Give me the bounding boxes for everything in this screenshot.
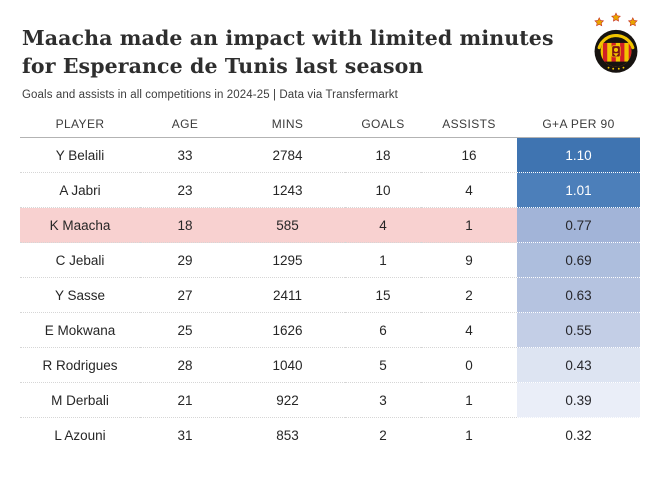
esperance-de-tunis-badge-icon [594,12,638,73]
column-header-player: PLAYER [20,110,140,138]
table-row: M Derbali 21 922 3 1 0.39 [20,383,640,418]
table-row: A Jabri 23 1243 10 4 1.01 [20,173,640,208]
column-header-goals: GOALS [345,110,421,138]
ga-per-90-heat-cell: 0.69 [517,243,640,278]
goals-value: 1 [345,243,421,278]
table-row: C Jebali 29 1295 1 9 0.69 [20,243,640,278]
player-name: A Jabri [20,173,140,208]
player-name: K Maacha [20,208,140,243]
ga-per-90-heat-cell: 0.55 [517,313,640,348]
assists-value: 1 [421,208,517,243]
ga-per-90-heat-cell: 0.39 [517,383,640,418]
age-value: 33 [140,138,230,173]
table-header-row: PLAYER AGE MINS GOALS ASSISTS G+A PER 90 [20,110,640,138]
mins-value: 853 [276,428,299,443]
age-value: 18 [140,208,230,243]
ga-per-90-heat-cell: 0.32 [517,418,640,453]
player-name: Y Belaili [20,138,140,173]
column-header-age: AGE [140,110,230,138]
ga-per-90-heat-cell: 1.01 [517,173,640,208]
player-name: E Mokwana [20,313,140,348]
goals-value: 10 [345,173,421,208]
mins-value: 2784 [230,138,345,173]
column-header-mins: MINS [230,110,345,138]
goals-value: 4 [345,208,421,243]
goals-value: 6 [345,313,421,348]
assists-value: 9 [421,243,517,278]
player-name: C Jebali [20,243,140,278]
player-name: Y Sasse [20,278,140,313]
assists-value: 16 [421,138,517,173]
table-row: R Rodrigues 28 1040 5 0 0.43 [20,348,640,383]
assists-value: 0 [421,348,517,383]
goals-value: 2 [379,428,387,443]
age-value: 25 [140,313,230,348]
ga-per-90-heat-cell: 0.43 [517,348,640,383]
assists-value: 2 [421,278,517,313]
assists-value: 4 [421,313,517,348]
assists-value: 4 [421,173,517,208]
table-row-highlighted: K Maacha 18 585 4 1 0.77 [20,208,640,243]
mins-value: 922 [230,383,345,418]
table-row: E Mokwana 25 1626 6 4 0.55 [20,313,640,348]
mins-value: 1295 [230,243,345,278]
age-value: 29 [140,243,230,278]
age-value: 28 [140,348,230,383]
page-subtitle: Goals and assists in all competitions in… [22,89,398,101]
ga-per-90-heat-cell: 0.77 [517,208,640,243]
table-row: Y Sasse 27 2411 15 2 0.63 [20,278,640,313]
ga-per-90-heat-cell: 0.63 [517,278,640,313]
player-name: R Rodrigues [20,348,140,383]
assists-value: 1 [421,383,517,418]
column-header-ga-per-90: G+A PER 90 [517,110,640,138]
age-value: 21 [140,383,230,418]
age-value: 27 [140,278,230,313]
page-title: Maacha made an impact with limited minut… [22,26,554,78]
ga-per-90-heat-cell: 1.10 [517,138,640,173]
mins-value: 1626 [230,313,345,348]
player-name: M Derbali [20,383,140,418]
age-value: 23 [140,173,230,208]
goals-value: 3 [345,383,421,418]
mins-value: 1040 [230,348,345,383]
assists-value: 1 [465,428,473,443]
goals-value: 18 [345,138,421,173]
table-row: L Azouni 31 853 2 1 0.32 [20,418,640,453]
column-header-assists: ASSISTS [421,110,517,138]
mins-value: 1243 [230,173,345,208]
goals-value: 15 [345,278,421,313]
goals-value: 5 [345,348,421,383]
player-name: L Azouni [54,428,106,443]
stats-table: PLAYER AGE MINS GOALS ASSISTS G+A PER 90… [20,110,640,453]
age-value: 31 [177,428,193,443]
mins-value: 585 [230,208,345,243]
header: Maacha made an impact with limited minut… [0,0,660,101]
table-row: Y Belaili 33 2784 18 16 1.10 [20,138,640,173]
mins-value: 2411 [230,278,345,313]
